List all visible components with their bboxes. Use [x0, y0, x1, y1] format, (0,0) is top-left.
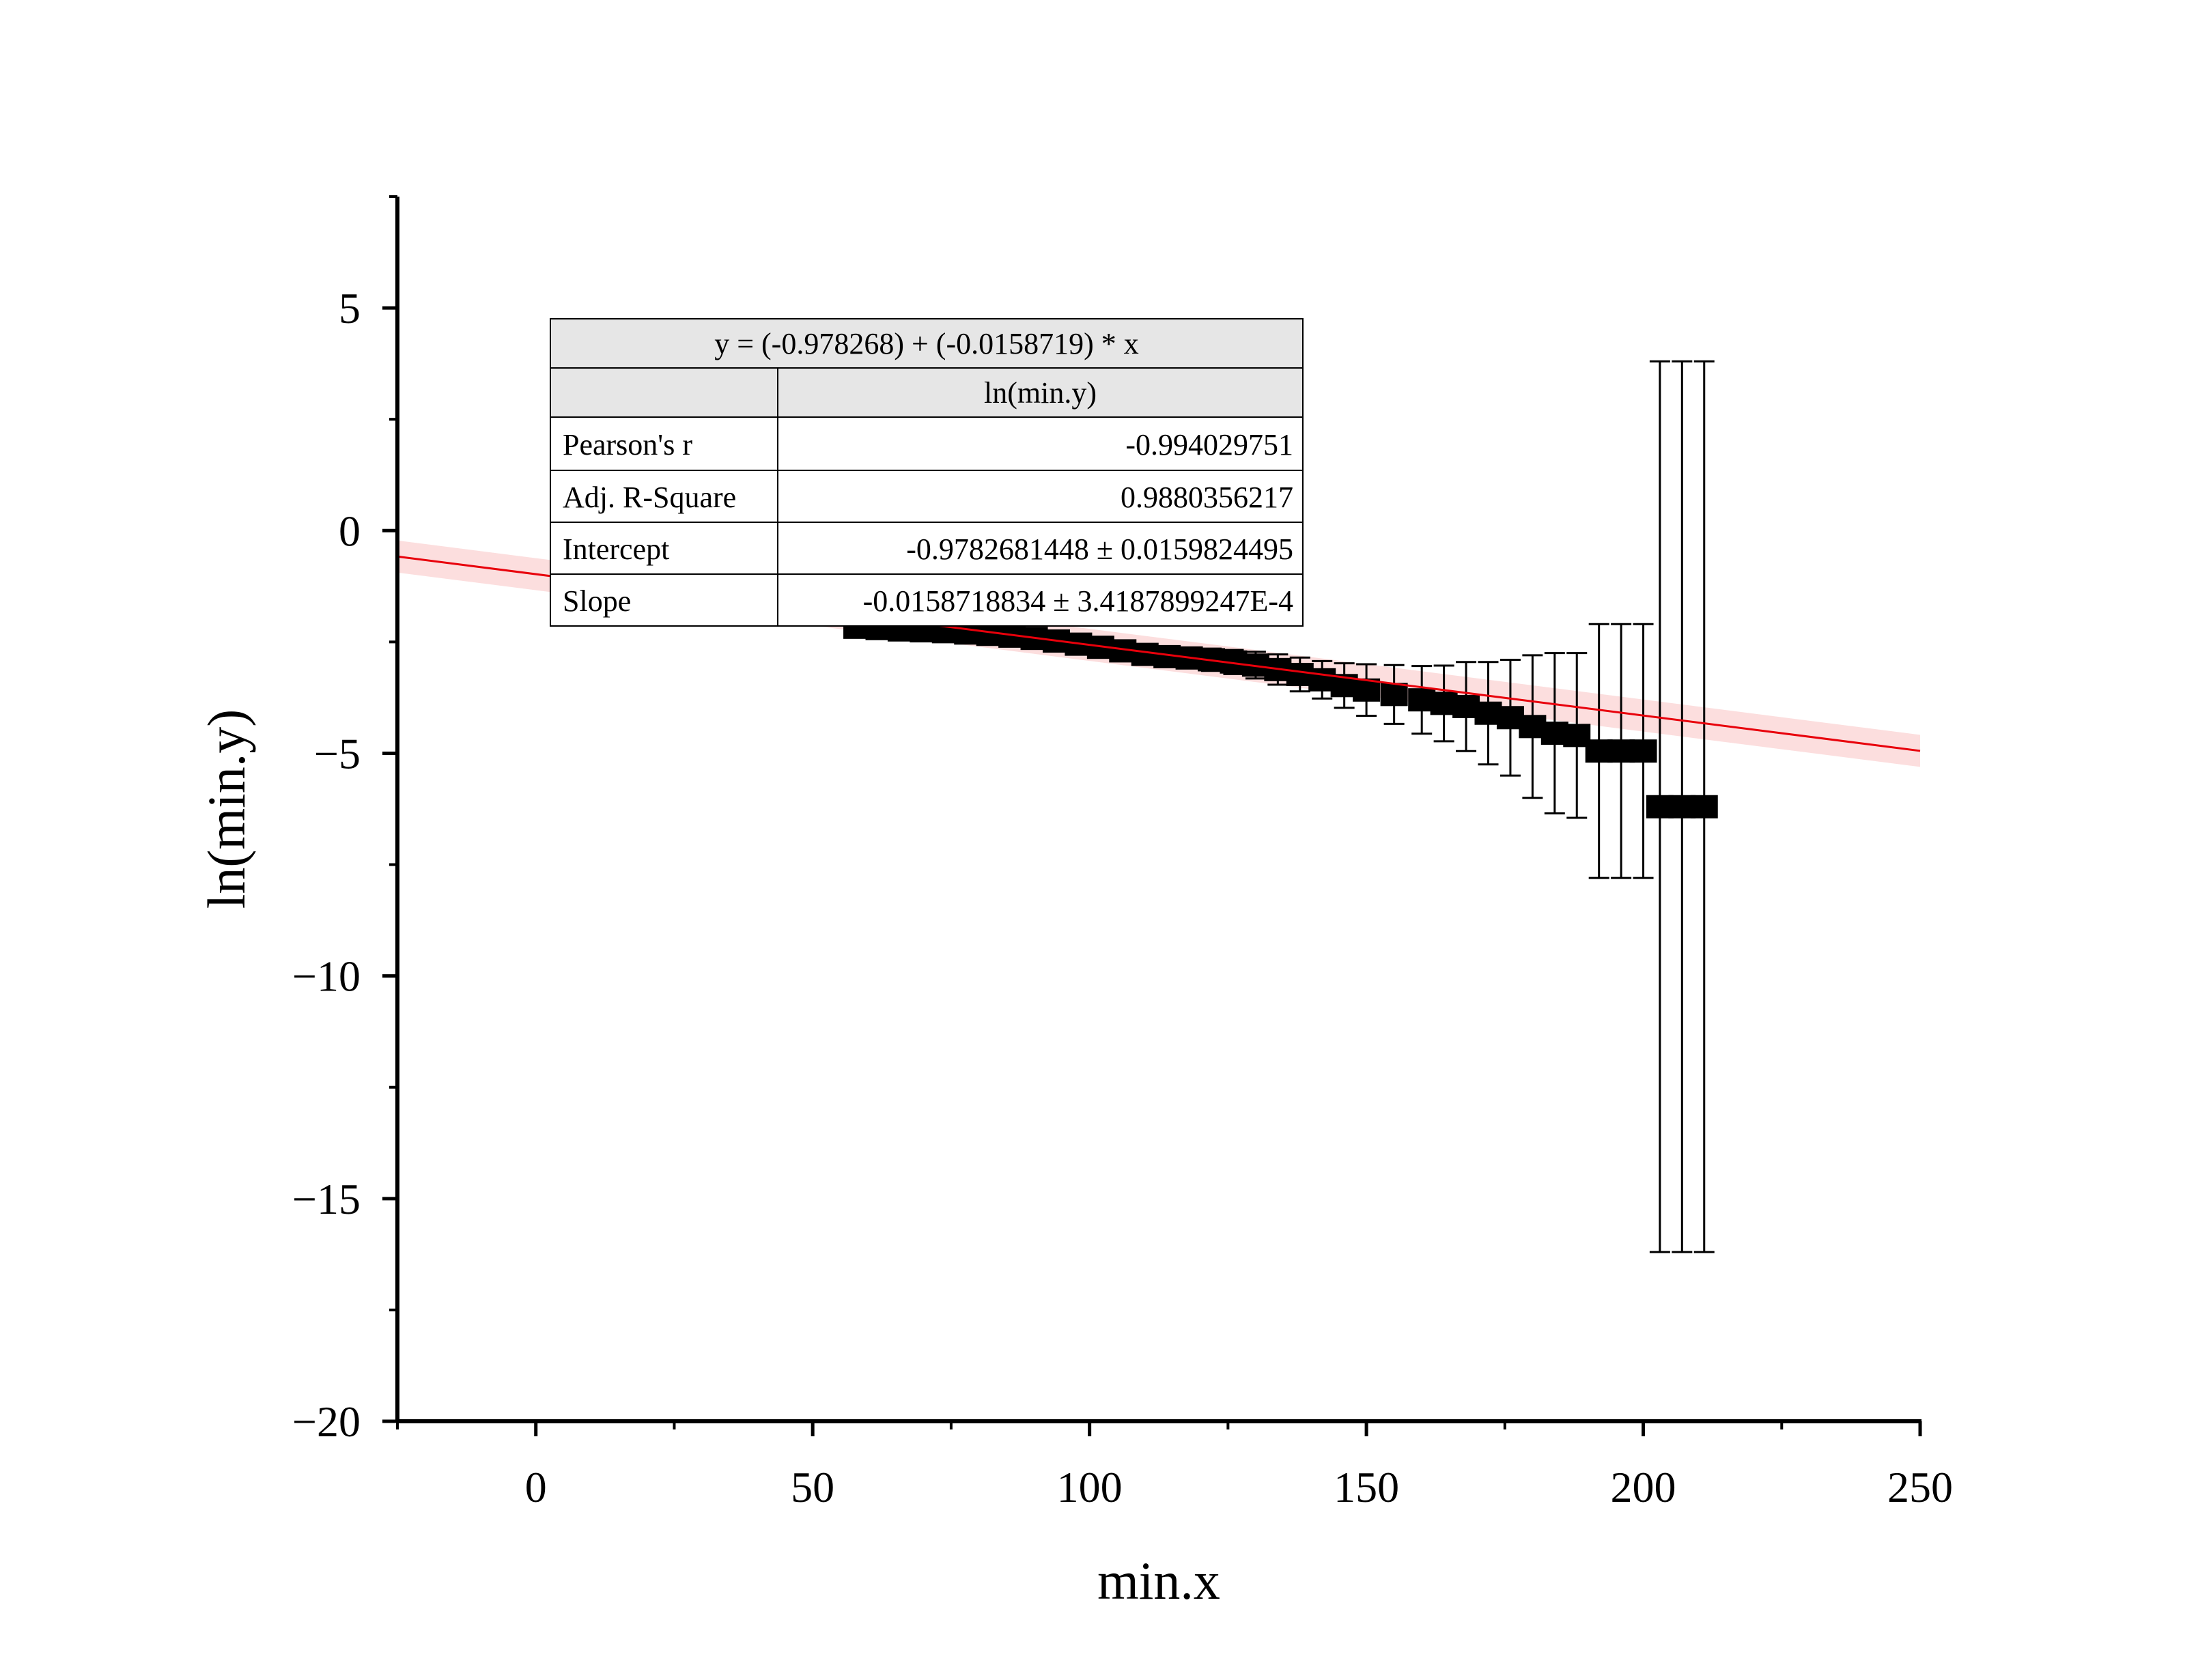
- table-row-value: 0.9880356217: [1121, 481, 1293, 514]
- x-tick-label: 150: [1334, 1463, 1399, 1511]
- data-point: [1690, 795, 1718, 818]
- y-tick-label: 5: [339, 284, 361, 332]
- table-row-label: Intercept: [563, 532, 669, 566]
- y-axis-title: ln(min.y): [197, 709, 256, 909]
- table-row-label: Slope: [563, 584, 631, 618]
- axes: 0 50 100 150 200 250 50−5−10−15−20: [292, 195, 1953, 1511]
- data-point: [1380, 683, 1408, 707]
- x-axis-title: min.x: [1097, 1551, 1220, 1610]
- table-row-value: -0.9782681448 ± 0.0159824495: [906, 532, 1293, 566]
- x-tick-label: 50: [791, 1463, 834, 1511]
- x-tick-label: 200: [1611, 1463, 1676, 1511]
- table-column-header: ln(min.y): [984, 376, 1097, 410]
- y-tick-label: −15: [292, 1175, 361, 1223]
- table-row-label: Pearson's r: [563, 428, 692, 461]
- table-row-value: -0.0158718834 ± 3.4187899247E-4: [863, 584, 1293, 618]
- y-tick-label: 0: [339, 507, 361, 555]
- fit-statistics-table: y = (-0.978268) + (-0.0158719) * x ln(min…: [550, 318, 1304, 627]
- x-tick-label: 100: [1057, 1463, 1123, 1511]
- y-axis-ticks: 5 0 −5 −10 −15 −20: [292, 195, 397, 1446]
- data-point: [1629, 739, 1657, 763]
- fit-equation: y = (-0.978268) + (-0.0158719) * x: [714, 327, 1139, 360]
- y-tick-label: −5: [314, 729, 361, 778]
- y-tick-label: −20: [292, 1397, 361, 1446]
- x-axis-ticks: 0 50 100 150 200 250: [396, 1421, 1953, 1511]
- table-border: [550, 318, 1304, 627]
- y-tick-label: −10: [292, 952, 361, 1001]
- table-row-label: Adj. R-Square: [563, 481, 736, 514]
- x-tick-label: 250: [1887, 1463, 1953, 1511]
- x-tick-label: 0: [525, 1463, 547, 1511]
- table-row-value: -0.994029751: [1125, 428, 1293, 461]
